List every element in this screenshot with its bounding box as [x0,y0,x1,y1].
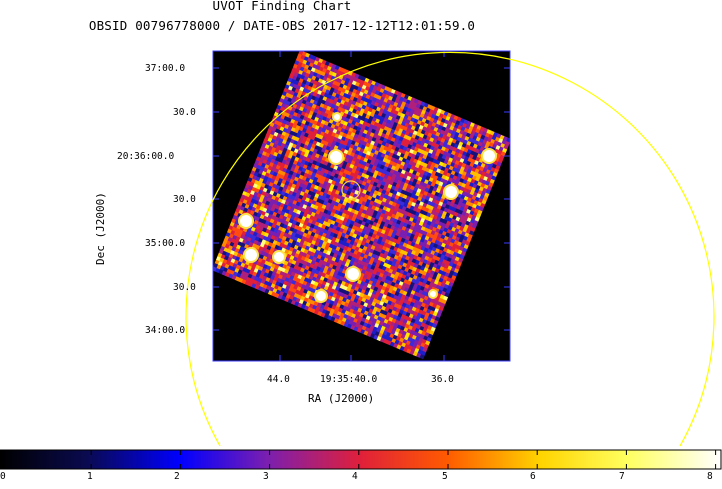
dec-tick-label: 30.0 [173,282,196,293]
star [483,150,495,162]
dec-tick-label: 35:00.0 [145,238,186,249]
chart-subtitle: OBSID 00796778000 / DATE-OBS 2017-12-12T… [88,18,476,33]
star [240,215,252,227]
dec-tick-label: 34:00.0 [145,325,186,336]
star [347,268,359,280]
dec-tick-label: 30.0 [173,107,196,118]
colorbar-tick-label: 0 [0,471,6,482]
dec-tick-label: 20:36:00.0 [117,151,175,162]
star [245,249,257,261]
colorbar-tick-label: 5 [442,471,448,482]
dec-tick-label: 30.0 [173,194,196,205]
dec-tick-label: 37:00.0 [145,63,186,74]
ra-tick-label: 19:35:40.0 [320,374,378,385]
colorbar-tick-label: 1 [87,471,93,482]
uvot-image [213,51,510,360]
star [334,114,340,120]
colorbar-tick-label: 3 [263,471,269,482]
colorbar-tick-label: 6 [530,471,536,482]
colorbar [0,449,722,470]
ra-tick-label: 44.0 [267,374,290,385]
colorbar-tick-label: 8 [707,471,713,482]
star [445,186,457,198]
chart-title: UVOT Finding Chart [212,0,352,13]
star [330,151,342,163]
dec-axis-label: Dec (J2000) [94,192,107,265]
ra-axis-label: RA (J2000) [308,392,375,405]
star [430,291,436,297]
colorbar-tick-label: 7 [619,471,625,482]
star [316,291,326,301]
colorbar-tick-label: 2 [174,471,180,482]
ra-tick-label: 36.0 [431,374,454,385]
colorbar-tick-label: 4 [352,471,358,482]
star [274,252,284,262]
